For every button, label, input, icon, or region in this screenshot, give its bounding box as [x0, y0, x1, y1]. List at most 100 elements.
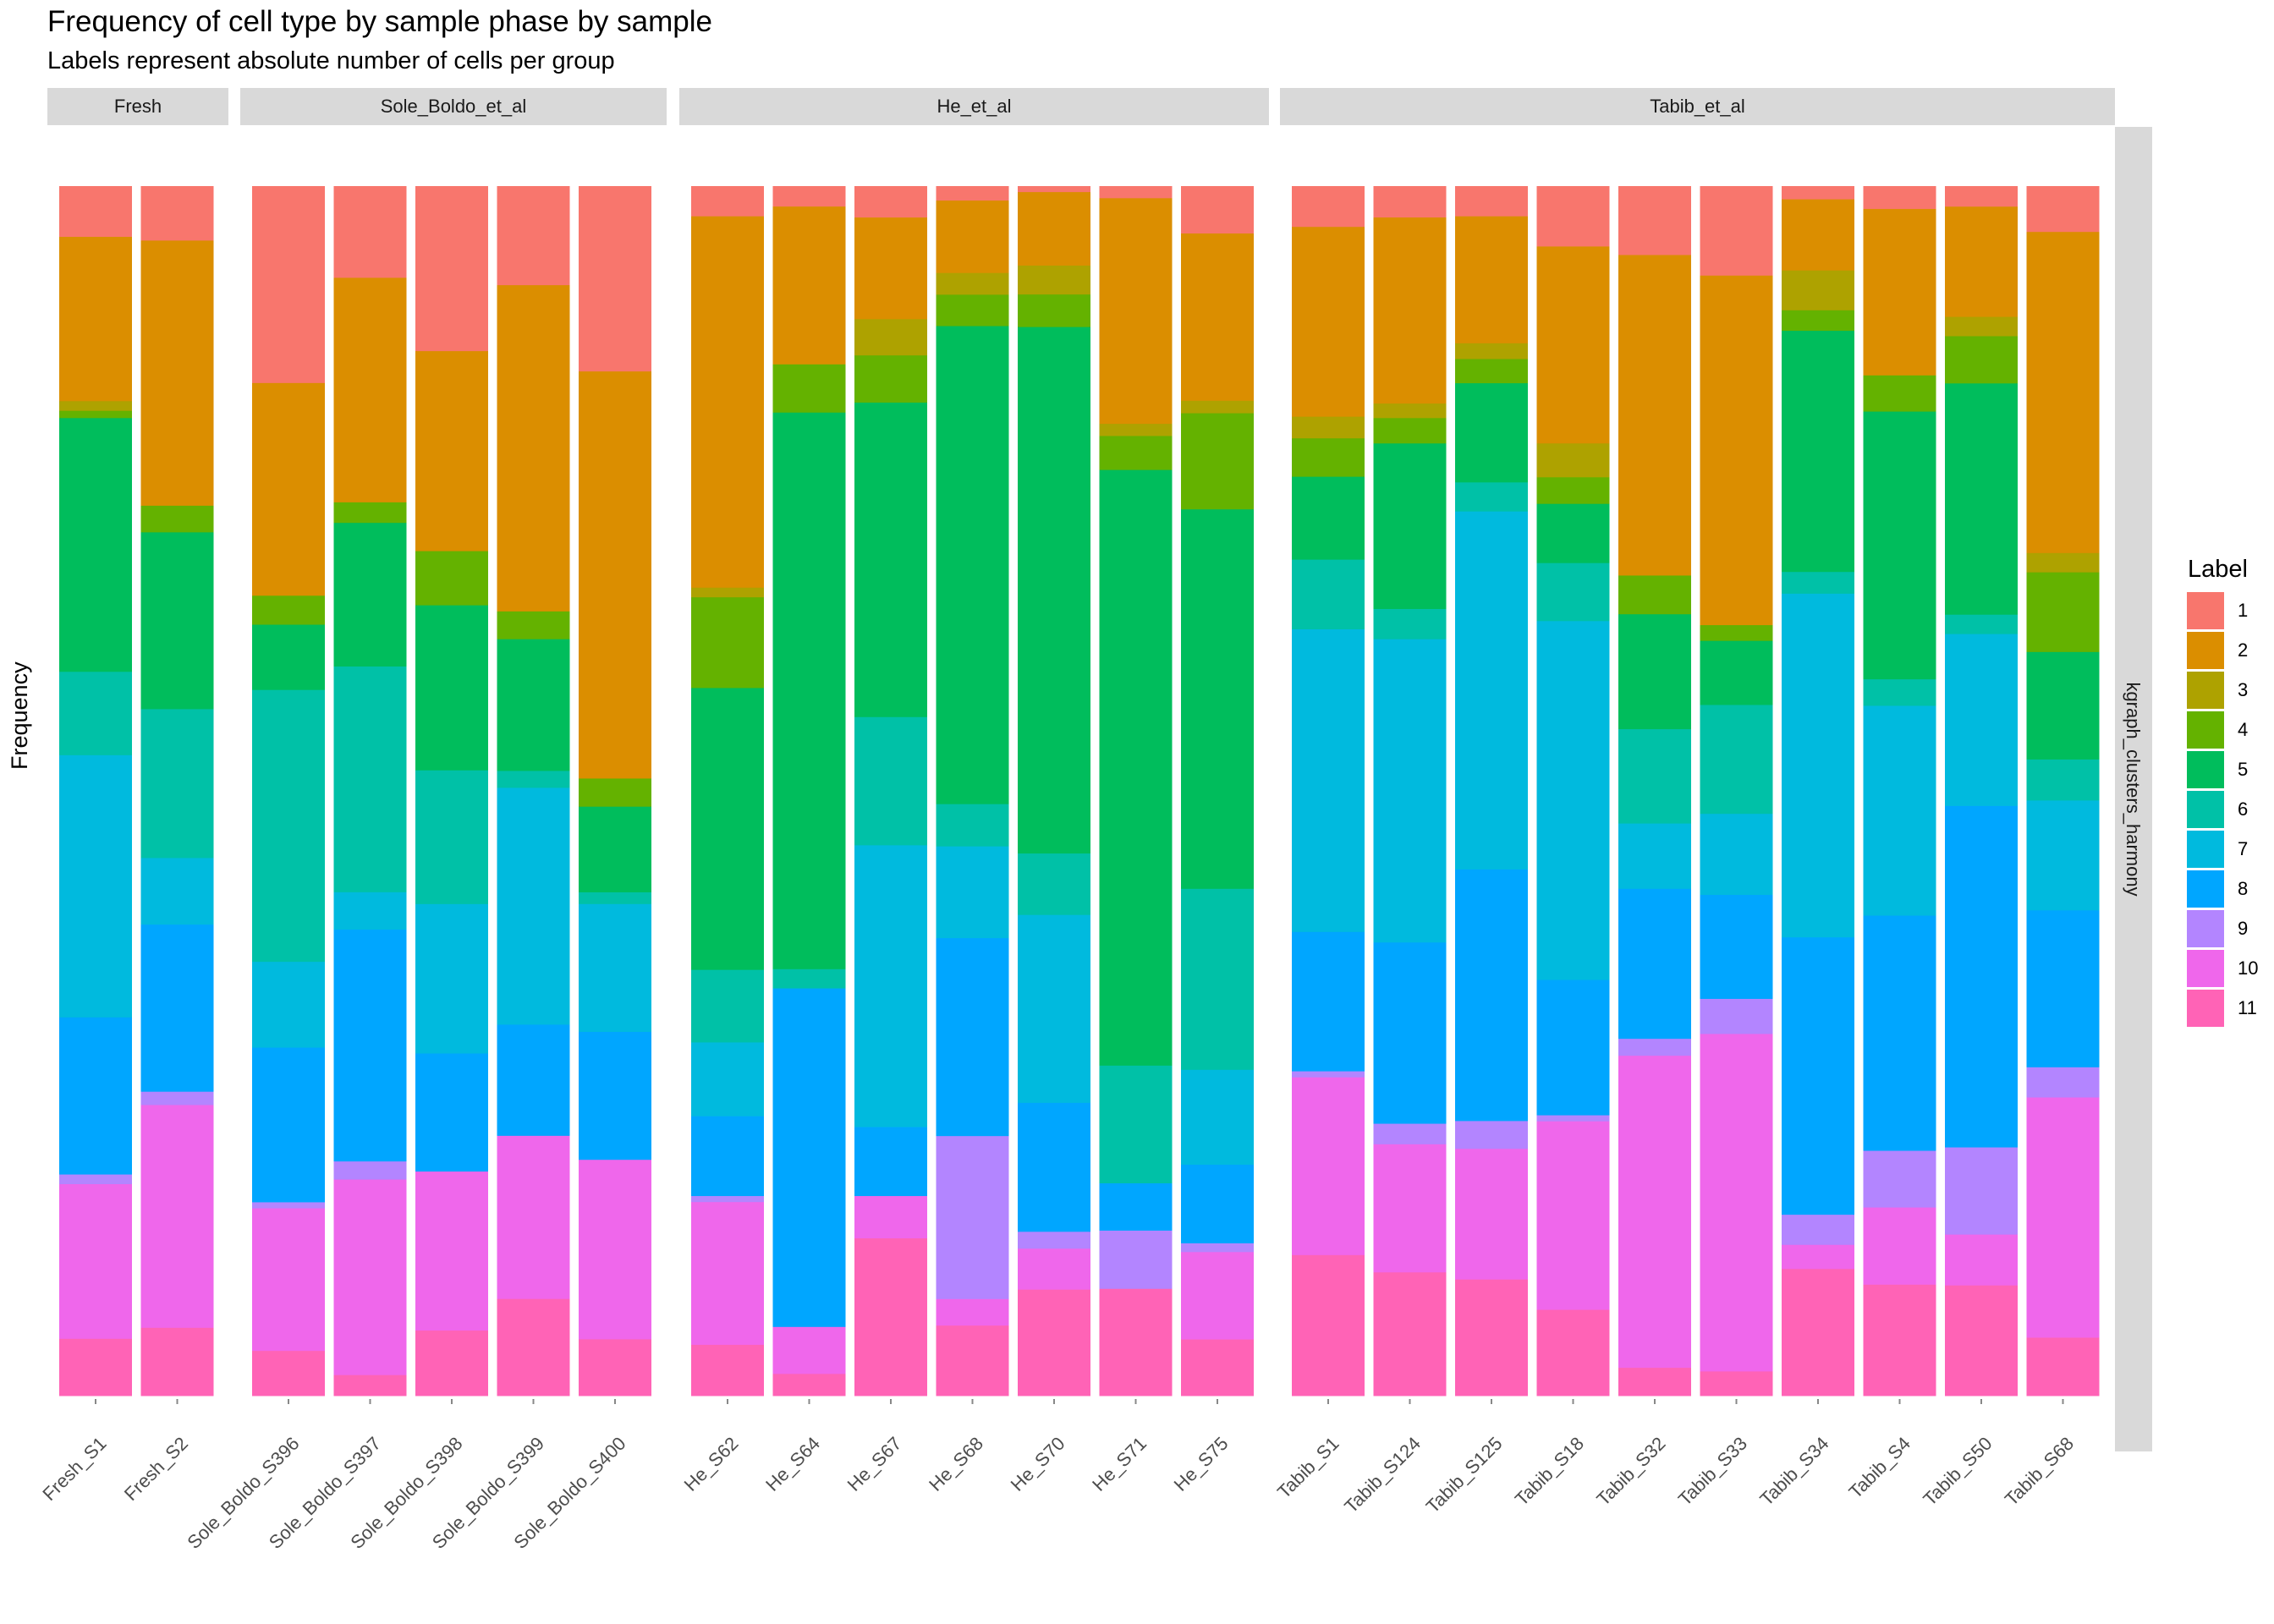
legend-label-1: 1 [2238, 600, 2249, 621]
bar-segment-He_S67-label-6 [854, 716, 927, 846]
bar-segment-Sole_Boldo_S398-label-7 [415, 903, 488, 1054]
bar-segment-He_S75-label-3 [1181, 400, 1254, 414]
bar-segment-Tabib_S125-label-1 [1455, 186, 1528, 217]
legend-label-3: 3 [2238, 679, 2249, 700]
bar-segment-Sole_Boldo_S398-label-6 [415, 770, 488, 905]
bar-segment-He_S70-label-10 [1018, 1248, 1090, 1291]
bar-segment-Tabib_S18-label-3 [1536, 443, 1610, 478]
bar-segment-Tabib_S34-label-8 [1782, 937, 1854, 1215]
bar-segment-Tabib_S68-label-6 [2026, 759, 2100, 801]
legend-key-3 [2187, 672, 2224, 709]
bar-segment-He_S64-label-2 [772, 206, 846, 365]
bar-segment-He_S68-label-6 [936, 804, 1009, 848]
bar-segment-Tabib_S50-label-7 [1945, 634, 2018, 807]
bar-segment-Sole_Boldo_S396-label-1 [252, 186, 325, 384]
bar-segment-He_S70-label-6 [1018, 853, 1090, 916]
bar-segment-Tabib_S124-label-5 [1373, 443, 1447, 610]
bar-segment-He_S71-label-4 [1099, 436, 1173, 471]
bar-segment-He_S75-label-6 [1181, 888, 1254, 1071]
bar-segment-Sole_Boldo_S397-label-10 [333, 1179, 407, 1376]
bar-segment-He_S71-label-9 [1099, 1230, 1173, 1290]
bar-segment-Sole_Boldo_S396-label-9 [252, 1202, 325, 1210]
bar-segment-Tabib_S32-label-8 [1618, 888, 1691, 1040]
bar-segment-Sole_Boldo_S396-label-10 [252, 1208, 325, 1352]
x-tick-label: Tabib_S4 [1844, 1433, 1914, 1503]
bar-segment-Tabib_S32-label-5 [1618, 614, 1691, 730]
bar-segment-Tabib_S124-label-2 [1373, 217, 1447, 404]
bar-segment-Tabib_S125-label-3 [1455, 343, 1528, 359]
facet-strip [679, 88, 1269, 125]
bar-segment-Fresh_S1-label-6 [59, 672, 132, 756]
facet-strip [240, 88, 667, 125]
bar-segment-Tabib_S18-label-9 [1536, 1115, 1610, 1122]
bar-segment-Sole_Boldo_S400-label-2 [579, 371, 651, 779]
legend-label-7: 7 [2238, 838, 2249, 859]
bar-segment-Sole_Boldo_S397-label-7 [333, 892, 407, 930]
bar-segment-He_S64-label-1 [772, 186, 846, 207]
bar-segment-Sole_Boldo_S399-label-4 [497, 611, 570, 640]
bar-segment-Sole_Boldo_S398-label-4 [415, 551, 488, 606]
bar-segment-Fresh_S1-label-2 [59, 237, 132, 402]
bar-segment-He_S70-label-7 [1018, 914, 1090, 1104]
bar-segment-He_S68-label-4 [936, 294, 1009, 327]
bar-segment-Tabib_S68-label-3 [2026, 552, 2100, 573]
bar-segment-Tabib_S4-label-10 [1863, 1207, 1936, 1286]
bar-segment-Tabib_S4-label-11 [1863, 1284, 1936, 1396]
legend-key-5 [2187, 751, 2224, 788]
bar-segment-He_S68-label-2 [936, 200, 1009, 274]
legend-key-6 [2187, 791, 2224, 828]
facet-strip [47, 88, 228, 125]
bar-segment-Sole_Boldo_S400-label-1 [579, 186, 651, 372]
bar-segment-He_S75-label-4 [1181, 413, 1254, 510]
bar-segment-Tabib_S1-label-6 [1292, 559, 1365, 630]
bar-segment-He_S62-label-1 [691, 186, 764, 217]
bar-segment-Sole_Boldo_S399-label-2 [497, 285, 570, 612]
bar-segment-He_S62-label-2 [691, 216, 764, 589]
legend-key-7 [2187, 831, 2224, 868]
bar-segment-Tabib_S33-label-10 [1700, 1034, 1773, 1372]
bar-segment-Tabib_S32-label-7 [1618, 823, 1691, 890]
bar-segment-Sole_Boldo_S399-label-1 [497, 186, 570, 286]
bar-segment-Tabib_S125-label-8 [1455, 869, 1528, 1122]
bar-segment-Tabib_S68-label-11 [2026, 1337, 2100, 1396]
bar-segment-Tabib_S50-label-2 [1945, 206, 2018, 318]
bar-segment-Tabib_S33-label-1 [1700, 186, 1773, 277]
bar-segment-Sole_Boldo_S396-label-11 [252, 1351, 325, 1396]
bar-segment-He_S67-label-5 [854, 402, 927, 718]
bar-segment-Tabib_S34-label-5 [1782, 331, 1854, 573]
bar-segment-Fresh_S2-label-6 [140, 709, 214, 859]
bar-segment-Tabib_S124-label-11 [1373, 1272, 1447, 1396]
x-tick-label: He_S70 [1007, 1433, 1069, 1495]
bar-segment-Tabib_S1-label-3 [1292, 416, 1365, 439]
facet-panel-Fresh: Fresh Fresh_S1 Fresh_S2 [38, 88, 228, 1505]
bar-segment-He_S68-label-9 [936, 1136, 1009, 1300]
bar-segment-Sole_Boldo_S400-label-5 [579, 806, 651, 893]
x-tick-label: He_S75 [1170, 1433, 1233, 1495]
legend-label-8: 8 [2238, 878, 2249, 899]
facet-row-strip-label: kgraph_clusters_harmony [2123, 682, 2144, 896]
bar-segment-He_S62-label-6 [691, 969, 764, 1043]
bar-segment-Tabib_S34-label-10 [1782, 1244, 1854, 1270]
legend-key-9 [2187, 910, 2224, 947]
bar-segment-Tabib_S124-label-1 [1373, 186, 1447, 218]
bar-segment-Sole_Boldo_S397-label-4 [333, 502, 407, 524]
bar-segment-Sole_Boldo_S397-label-2 [333, 277, 407, 503]
legend-label-10: 10 [2238, 957, 2259, 979]
bar-segment-Sole_Boldo_S398-label-8 [415, 1053, 488, 1172]
bar-segment-Sole_Boldo_S400-label-7 [579, 903, 651, 1033]
bar-segment-Sole_Boldo_S399-label-6 [497, 771, 570, 788]
x-tick-label: He_S64 [761, 1433, 824, 1495]
bar-segment-Tabib_S33-label-11 [1700, 1371, 1773, 1396]
bar-segment-Sole_Boldo_S396-label-7 [252, 962, 325, 1049]
bar-segment-He_S70-label-9 [1018, 1232, 1090, 1249]
bar-segment-Tabib_S50-label-4 [1945, 336, 2018, 384]
bar-segment-Fresh_S1-label-8 [59, 1017, 132, 1176]
bar-segment-Sole_Boldo_S396-label-8 [252, 1047, 325, 1203]
x-tick-label: Fresh_S1 [38, 1433, 110, 1505]
bar-segment-Tabib_S4-label-1 [1863, 186, 1936, 210]
legend-key-11 [2187, 990, 2224, 1027]
chart-subtitle: Labels represent absolute number of cell… [47, 47, 615, 74]
bar-segment-Fresh_S2-label-8 [140, 924, 214, 1093]
